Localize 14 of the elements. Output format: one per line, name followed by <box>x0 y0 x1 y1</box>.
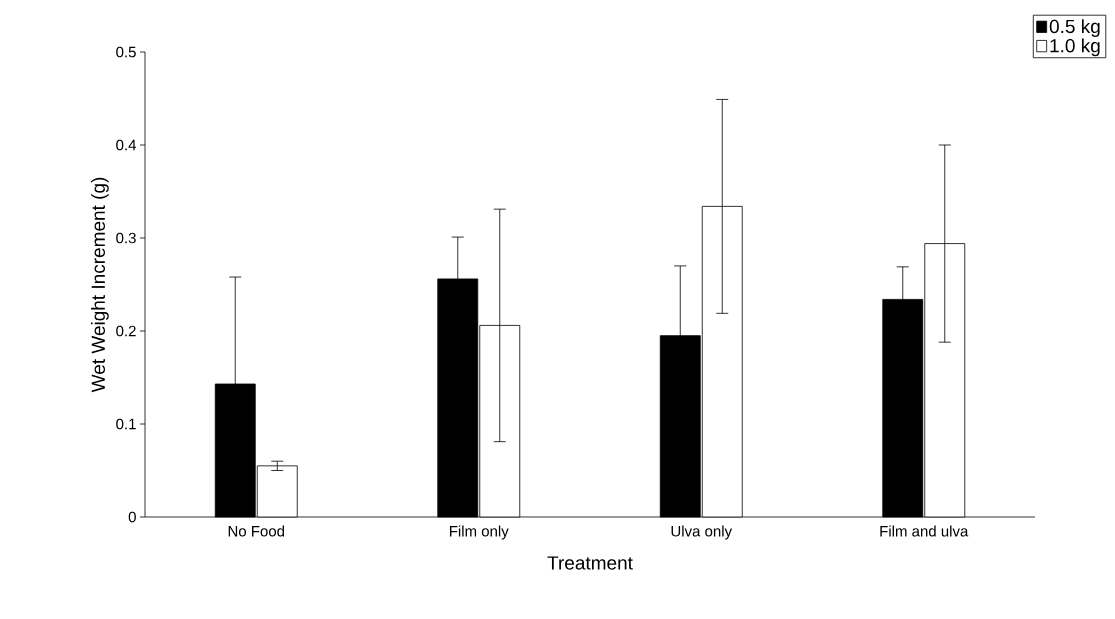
x-tick-label: Film and ulva <box>880 525 969 537</box>
y-axis-title: Wet Weight Increment (g) <box>91 177 109 393</box>
y-tick-label: 0.5 <box>116 46 136 58</box>
y-tick-label: 0.4 <box>116 139 137 151</box>
legend-label: 1.0 kg <box>1050 38 1100 57</box>
x-tick-label: No Food <box>228 525 285 537</box>
x-axis-title: Treatment <box>547 556 633 570</box>
y-tick-label: 0 <box>128 511 136 523</box>
y-tick-label: 0.1 <box>116 418 136 430</box>
y-tick-label: 0.2 <box>116 325 136 337</box>
legend-label: 0.5 kg <box>1049 19 1100 37</box>
y-tick-label: 0.3 <box>116 232 136 244</box>
x-tick-label: Film only <box>449 525 509 540</box>
x-tick-label: Ulva only <box>671 525 733 540</box>
